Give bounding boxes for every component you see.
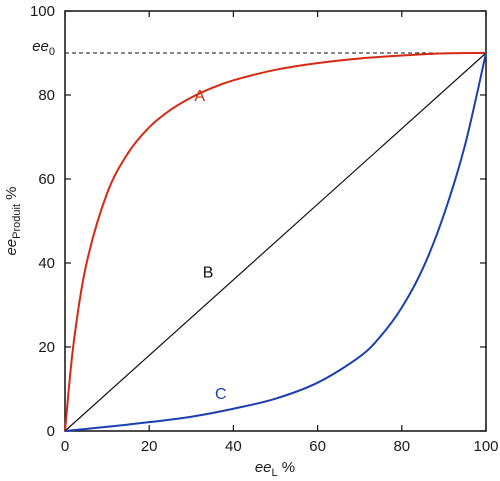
x-tick-label: 40 [225, 438, 242, 455]
series-a-line [64, 52, 487, 432]
x-axis-title: eeL % [255, 459, 295, 479]
x-tick-label: 60 [309, 438, 326, 455]
y-tick-label: 60 [38, 171, 55, 188]
axis-ticks: 0 20 40 60 80 100 0 20 40 60 80 100 [30, 3, 499, 455]
y-tick-label: 40 [38, 255, 55, 272]
reference-line-group: ee0 [32, 38, 486, 58]
x-tick-label: 20 [141, 438, 158, 455]
plot-frame [64, 10, 487, 432]
series-c-label: C [215, 386, 227, 403]
series-b-label: B [203, 264, 214, 281]
series-b-line [64, 52, 487, 432]
series-c-line [64, 52, 487, 432]
x-tick-label: 0 [61, 438, 69, 455]
y-axis-title: eeProduit % [3, 186, 23, 255]
reference-line-label: ee0 [32, 38, 55, 58]
y-tick-label: 20 [38, 339, 55, 356]
x-tick-label: 100 [473, 438, 498, 455]
y-tick-label: 0 [47, 423, 55, 440]
y-tick-label: 100 [30, 3, 55, 20]
y-tick-label: 80 [38, 87, 55, 104]
x-tick-label: 80 [393, 438, 410, 455]
series-group: A B C [64, 52, 487, 432]
series-a-label: A [194, 88, 205, 105]
